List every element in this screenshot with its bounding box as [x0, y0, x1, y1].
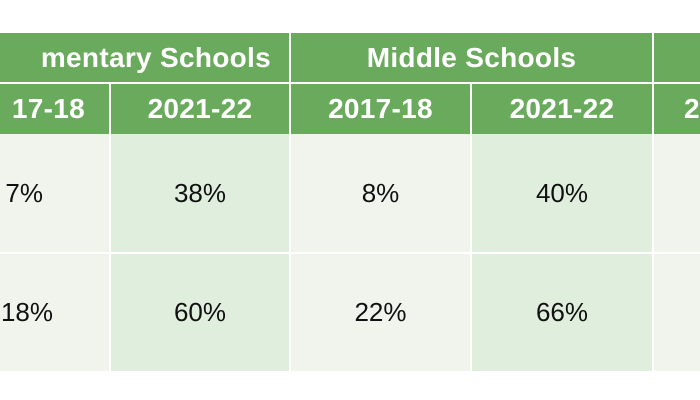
group-header-third — [654, 33, 700, 84]
table-cell: 60% — [111, 254, 291, 371]
year-header-middle-2017-18: 2017-18 — [291, 84, 472, 134]
group-header-middle-schools: Middle Schools — [291, 33, 654, 84]
table-cell: 7% — [0, 134, 111, 254]
table-cell: 40% — [472, 134, 654, 254]
group-header-elementary-schools: mentary Schools — [0, 33, 291, 84]
year-header-third: 2 — [654, 84, 700, 134]
table-cell: 18% — [0, 254, 111, 371]
year-header-elementary-2021-22: 2021-22 — [111, 84, 291, 134]
table-cell — [654, 254, 700, 371]
table-cell: 22% — [291, 254, 472, 371]
table-cell: 66% — [472, 254, 654, 371]
year-header-elementary-2017-18: 17-18 — [0, 84, 111, 134]
table-cell — [654, 134, 700, 254]
table-cell: 8% — [291, 134, 472, 254]
year-header-middle-2021-22: 2021-22 — [472, 84, 654, 134]
table-cell: 38% — [111, 134, 291, 254]
